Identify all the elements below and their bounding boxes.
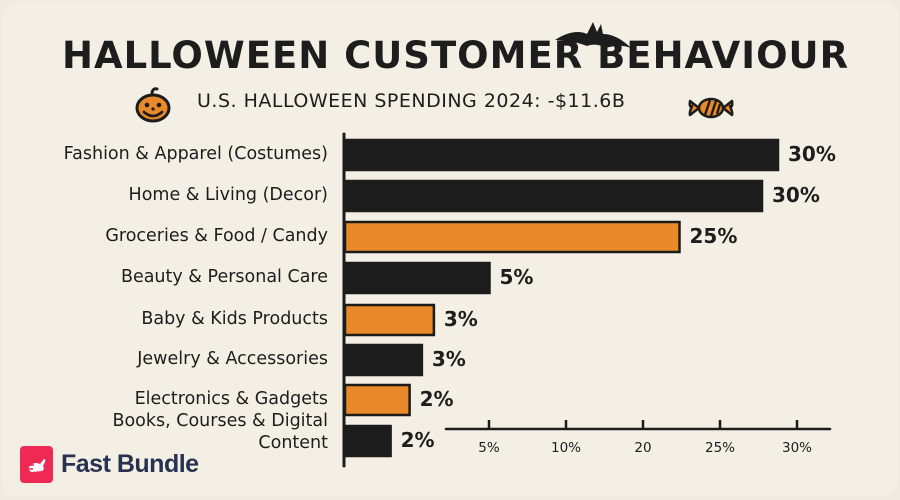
value-label: 3%: [431, 347, 466, 371]
x-tick-label: 10%: [550, 440, 582, 456]
x-tick-label: 20: [634, 440, 652, 456]
value-label: 2%: [400, 428, 435, 452]
category-label: Electronics & Gadgets: [134, 389, 328, 409]
bar-1: [343, 138, 780, 172]
bar-5: [343, 303, 436, 337]
bar-6: [343, 343, 424, 377]
value-label: 25%: [689, 224, 738, 248]
bar-4: [343, 261, 491, 295]
value-label: 30%: [788, 142, 836, 166]
value-label: 30%: [772, 183, 820, 207]
rabbit-icon: [20, 446, 53, 483]
bar-8: [343, 424, 392, 458]
bar-3: [343, 220, 681, 254]
brand-name: Fast Bundle: [61, 450, 199, 478]
brand-logo: Fast Bundle: [20, 446, 199, 483]
category-label: Home & Living (Decor): [128, 185, 328, 205]
chart-subtitle: U.S. HALLOWEEN SPENDING 2024: -$11.6B: [197, 90, 626, 112]
category-label: Groceries & Food / Candy: [105, 226, 328, 246]
x-tick-label: 30%: [781, 440, 813, 456]
category-label: Jewelry & Accessories: [137, 349, 328, 369]
candy-icon: [688, 97, 734, 119]
value-label: 2%: [419, 387, 454, 411]
value-label: 5%: [499, 265, 534, 289]
x-tick-label: 5%: [478, 440, 500, 456]
value-label: 3%: [443, 307, 478, 331]
chart-title: HALLOWEEN CUSTOMER BEHAVIOUR: [62, 34, 850, 77]
bar-7: [343, 383, 411, 417]
x-tick-label: 25%: [704, 440, 736, 456]
category-label: Beauty & Personal Care: [120, 267, 328, 287]
category-label: Fashion & Apparel (Costumes): [63, 144, 328, 164]
bar-2: [343, 179, 764, 213]
pumpkin-icon: [135, 87, 171, 123]
category-label: Books, Courses & Digital Content: [112, 411, 328, 453]
category-label: Baby & Kids Products: [141, 309, 328, 329]
bat-icon: [555, 22, 631, 48]
